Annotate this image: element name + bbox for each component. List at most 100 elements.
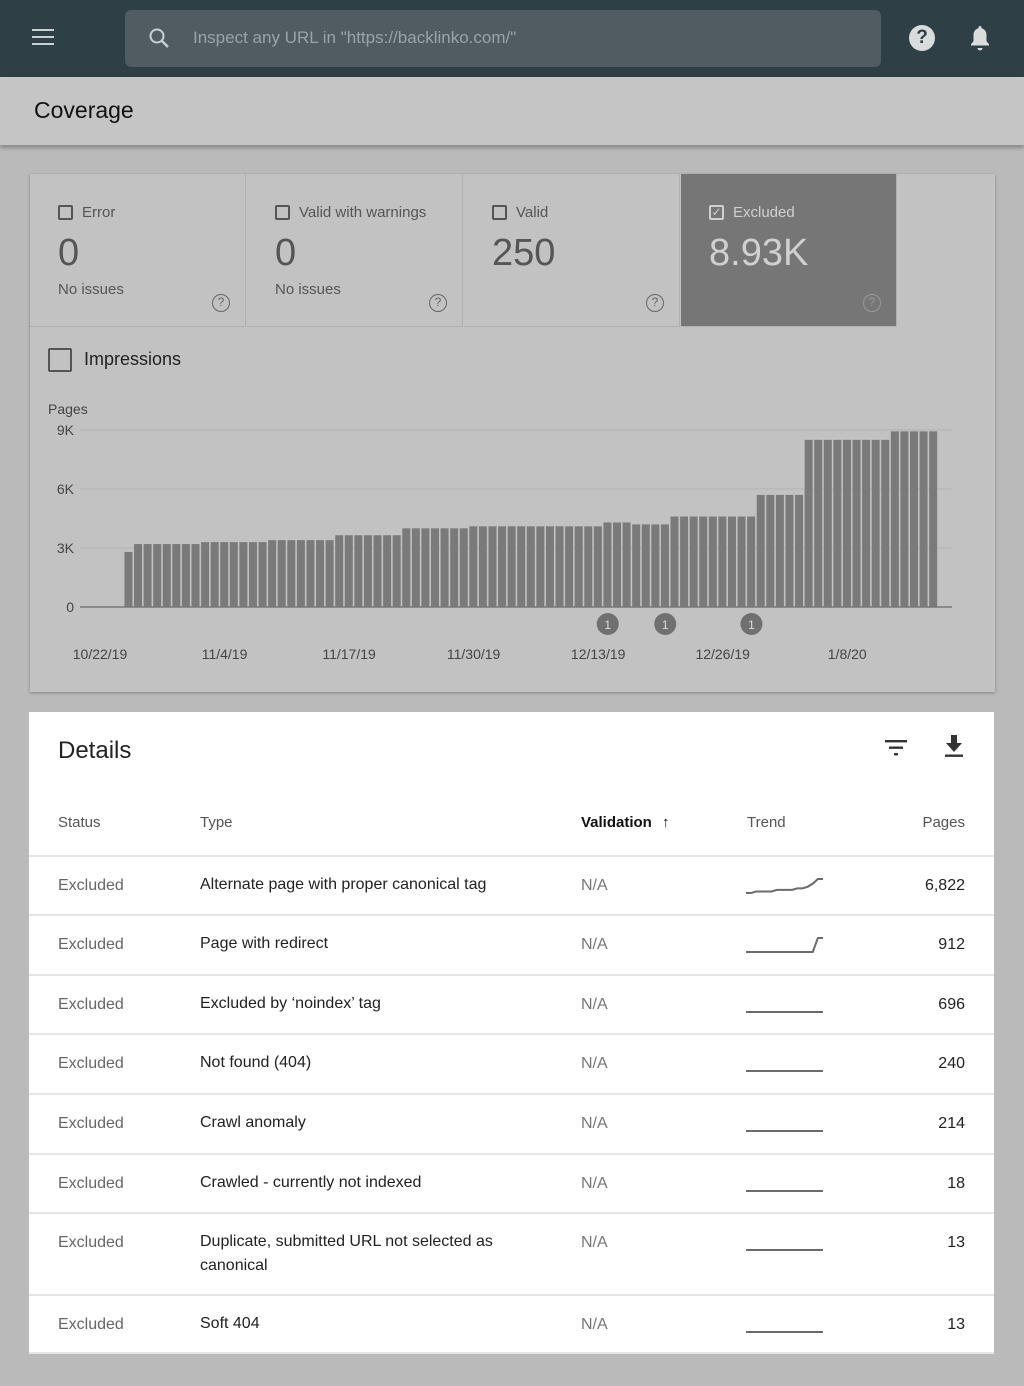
- pages-cell: 696: [938, 996, 965, 1013]
- annotation-marker: [654, 613, 677, 635]
- url-inspect-search[interactable]: [125, 10, 881, 67]
- trend-line: [746, 878, 823, 894]
- valid-checkbox[interactable]: [492, 205, 507, 220]
- table-row[interactable]: Excluded Duplicate, submitted URL not se…: [29, 1214, 994, 1296]
- table-row[interactable]: Excluded Soft 404 N/A 13: [29, 1296, 994, 1354]
- trend-sparkline: [746, 1130, 823, 1132]
- chart-bar: [660, 524, 669, 607]
- pages-cell: 6,822: [924, 877, 965, 894]
- chart-bar: [421, 528, 430, 607]
- annotation-label: 1: [604, 618, 611, 632]
- pages-cell: 13: [947, 1234, 965, 1251]
- chart-bar: [172, 544, 181, 607]
- tile-error[interactable]: Error 0 No issues ?: [30, 174, 246, 327]
- download-icon[interactable]: [943, 734, 965, 758]
- page-title: Coverage: [34, 97, 134, 123]
- tile-value: 250: [492, 232, 556, 274]
- error-checkbox[interactable]: [58, 205, 73, 220]
- tile-valid[interactable]: Valid 250 ?: [464, 174, 680, 327]
- pages-cell: 214: [938, 1115, 965, 1132]
- help-circle-icon[interactable]: ?: [212, 294, 230, 312]
- page-header: Coverage: [0, 77, 1024, 145]
- tile-label: Excluded: [733, 204, 795, 221]
- trend-sparkline: [746, 1011, 823, 1013]
- chart-bar: [756, 494, 765, 607]
- chart-bar: [565, 526, 574, 607]
- type-cell: Excluded by ‘noindex’ tag: [200, 995, 381, 1012]
- validation-cell: N/A: [581, 877, 608, 894]
- excluded-checkbox-checked[interactable]: ✓: [709, 205, 724, 220]
- y-tick-label: 9K: [57, 422, 75, 438]
- table-row[interactable]: Excluded Excluded by ‘noindex’ tag N/A 6…: [29, 976, 994, 1035]
- column-header-type[interactable]: Type: [200, 814, 233, 831]
- type-cell: Crawled - currently not indexed: [200, 1174, 422, 1191]
- tile-valid-with-warnings[interactable]: Valid with warnings 0 No issues ?: [247, 174, 463, 327]
- chart-bar: [622, 522, 631, 607]
- help-circle-icon[interactable]: ?: [429, 294, 447, 312]
- chart-bar: [680, 516, 689, 607]
- tile-label: Error: [82, 204, 116, 221]
- help-circle-icon[interactable]: ?: [646, 294, 664, 312]
- chart-bar: [526, 526, 535, 607]
- chart-bar: [306, 540, 315, 607]
- chart-bar: [229, 542, 238, 607]
- trend-sparkline: [746, 878, 823, 894]
- chart-bar: [440, 528, 449, 607]
- table-row[interactable]: Excluded Alternate page with proper cano…: [29, 857, 994, 916]
- chart-bar: [134, 544, 143, 607]
- chart-bar: [316, 540, 325, 607]
- y-tick-label: 0: [66, 599, 74, 615]
- column-header-validation[interactable]: Validation ↑: [581, 814, 670, 831]
- tile-value: 8.93K: [709, 232, 809, 274]
- y-tick-label: 3K: [57, 540, 75, 556]
- table-row[interactable]: Excluded Crawled - currently not indexed…: [29, 1155, 994, 1214]
- column-header-pages[interactable]: Pages: [922, 814, 965, 831]
- search-input[interactable]: [193, 24, 853, 52]
- x-tick-label: 1/8/20: [828, 646, 867, 662]
- chart-bar: [517, 526, 526, 607]
- table-row[interactable]: Excluded Page with redirect N/A 912: [29, 916, 994, 976]
- chart-bar: [593, 526, 602, 607]
- column-header-status[interactable]: Status: [58, 814, 101, 831]
- pages-cell: 18: [947, 1175, 965, 1192]
- pages-cell: 912: [938, 936, 965, 953]
- chart-bar: [344, 535, 353, 607]
- chart-bar: [727, 516, 736, 607]
- chart-bar: [181, 544, 190, 607]
- trend-sparkline: [746, 1249, 823, 1251]
- table-row[interactable]: Excluded Crawl anomaly N/A 214: [29, 1095, 994, 1155]
- column-header-trend: Trend: [747, 814, 786, 831]
- chart-bar: [699, 516, 708, 607]
- type-cell: Soft 404: [200, 1315, 260, 1332]
- tile-excluded[interactable]: ✓ Excluded 8.93K ?: [681, 174, 897, 327]
- chart-bar: [373, 535, 382, 607]
- help-circle-icon[interactable]: ?: [863, 294, 881, 312]
- sort-ascending-icon: ↑: [662, 814, 670, 831]
- chart-bar: [766, 494, 775, 607]
- chart-bar: [191, 544, 200, 607]
- help-icon[interactable]: ?: [909, 25, 935, 51]
- chart-bar: [392, 535, 401, 607]
- chart-bar: [910, 431, 918, 607]
- details-title: Details: [58, 737, 132, 764]
- filter-icon[interactable]: [884, 738, 908, 758]
- warnings-checkbox[interactable]: [275, 205, 290, 220]
- table-row[interactable]: Excluded Not found (404) N/A 240: [29, 1035, 994, 1095]
- menu-icon[interactable]: [32, 29, 54, 47]
- status-cell: Excluded: [58, 1234, 124, 1251]
- chart-bar: [555, 526, 564, 607]
- chart-bar: [584, 526, 593, 607]
- header-divider: [29, 855, 994, 857]
- chart-bar: [469, 526, 478, 607]
- chart-bar: [220, 542, 229, 607]
- status-cell: Excluded: [58, 1175, 124, 1192]
- chart-bar: [881, 439, 890, 607]
- coverage-summary-card: Error 0 No issues ? Valid with warnings …: [30, 174, 995, 692]
- chart-bar: [785, 494, 794, 607]
- chart-bar: [823, 439, 832, 607]
- chart-bar: [613, 522, 622, 607]
- details-card: Details Status Type Validation ↑ Trend P…: [29, 712, 994, 1354]
- notifications-bell-icon[interactable]: [968, 24, 992, 52]
- impressions-checkbox[interactable]: [48, 348, 72, 372]
- chart-bar: [804, 439, 813, 607]
